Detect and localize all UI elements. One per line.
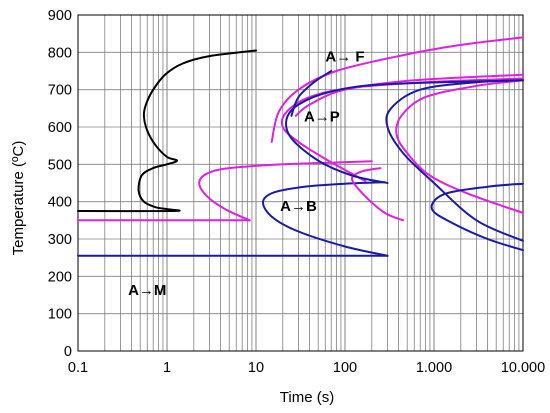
y-tick-label: 600 [48, 120, 72, 136]
series-line-magenta [395, 79, 524, 214]
x-axis-title: Time (s) [280, 389, 334, 406]
region-labels: A→ F A→P A→B A→M [128, 49, 364, 299]
y-tick-label: 100 [48, 307, 72, 323]
x-tick-label: 10.000 [501, 360, 545, 376]
plot-frame [77, 14, 524, 352]
region-label: A→B [280, 198, 317, 215]
x-tick-label: 100 [333, 360, 357, 376]
x-tick-label: 10 [248, 360, 264, 376]
series-line-magenta [350, 167, 405, 222]
y-tick-label: 400 [48, 195, 72, 211]
series-line-blue [430, 182, 524, 252]
y-tick-label: 300 [48, 232, 72, 248]
series-line-blue [261, 181, 389, 257]
region-label: A→ F [325, 49, 364, 66]
y-tick-label: 900 [48, 8, 72, 24]
y-tick-label: 0 [64, 344, 72, 360]
series-line-magenta [270, 36, 524, 143]
grid-lines [77, 14, 523, 352]
region-label: A→P [304, 108, 340, 125]
y-tick-label: 200 [48, 269, 72, 285]
x-tick-label: 0.1 [68, 360, 88, 376]
series-layer [77, 36, 524, 257]
y-tick-label: 500 [48, 157, 72, 173]
y-axis-title: Temperature (ºC) [10, 141, 27, 256]
series-line-black [77, 49, 257, 213]
y-tick-label: 700 [48, 83, 72, 99]
series-line-blue [385, 79, 524, 242]
x-tick-label: 1 [163, 360, 171, 376]
region-label: A→M [128, 282, 166, 299]
y-tick-labels: 0 100 200 300 400 500 600 700 800 900 [48, 8, 72, 360]
y-tick-label: 800 [48, 45, 72, 61]
x-tick-labels: 0.1 1 10 100 1.000 10.000 [68, 360, 545, 376]
series-line-blue [285, 79, 524, 184]
x-tick-label: 1.000 [416, 360, 452, 376]
